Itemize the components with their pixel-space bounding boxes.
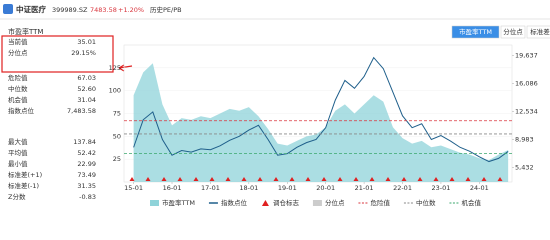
tab-label[interactable]: 分位点	[503, 27, 523, 36]
rebalance-marker	[417, 177, 423, 181]
rebalance-marker	[321, 177, 327, 181]
tab[interactable]	[526, 25, 550, 39]
stat-value: 31.04	[77, 96, 96, 104]
tab-label[interactable]: 标准差	[530, 27, 550, 36]
stat-value: 31.35	[77, 182, 96, 190]
rebalance-marker	[273, 177, 279, 181]
legend-label[interactable]: 指数点位	[221, 198, 248, 207]
rebalance-marker	[481, 177, 487, 181]
x-tick-label: 22-01	[393, 184, 412, 192]
stat-label: Z分数	[8, 192, 26, 201]
rebalance-marker	[161, 177, 167, 181]
legend-label[interactable]: 危险值	[370, 198, 390, 207]
stat-label: 平均值	[8, 148, 28, 157]
stat-label: 危险值	[8, 73, 28, 82]
x-tick-label: 23-01	[431, 184, 450, 192]
legend-label[interactable]: 机会值	[461, 198, 481, 207]
screen: 中证医疗 399989.SZ 7483.58 +1.20% 历史PE/PB 市盈…	[0, 4, 550, 207]
index-change: +1.20%	[118, 6, 144, 14]
stat-value: 52.42	[77, 149, 96, 157]
index-name: 中证医疗	[16, 4, 46, 14]
y-tick-label: 75	[113, 110, 121, 118]
stat-label: 最小值	[8, 159, 28, 168]
y-tick-label: 25	[113, 155, 121, 163]
y-tick-label: 100	[109, 87, 121, 95]
x-tick-label: 24-01	[470, 184, 489, 192]
y2-tick-label: 12,534	[515, 108, 538, 116]
y2-tick-label: 19,637	[515, 52, 538, 60]
stat-label: 机会值	[8, 95, 28, 104]
stat-value: 137.84	[73, 138, 96, 146]
history-tab[interactable]: 历史PE/PB	[150, 5, 182, 14]
legend-label[interactable]: 市盈率TTM	[162, 198, 195, 207]
x-tick-label: 18-01	[239, 184, 258, 192]
stat-value: 73.49	[77, 171, 96, 179]
page: 中证医疗 399989.SZ 7483.58 +1.20% 历史PE/PB 市盈…	[0, 4, 550, 207]
index-price: 7483.58	[90, 6, 117, 14]
legend-swatch[interactable]	[150, 200, 159, 206]
tab[interactable]	[451, 25, 500, 39]
stat-label: 当前值	[8, 37, 28, 46]
rebalance-marker	[497, 177, 503, 181]
x-tick-label: 17-01	[201, 184, 220, 192]
rebalance-marker	[257, 177, 263, 181]
legend-swatch[interactable]	[312, 200, 322, 206]
rebalance-marker	[145, 177, 151, 181]
rebalance-marker	[369, 177, 375, 181]
rebalance-marker	[465, 177, 471, 181]
index-icon	[3, 4, 13, 14]
rebalance-marker	[353, 177, 359, 181]
metric-label: 市盈率TTM	[8, 27, 43, 36]
stat-value: 52.60	[77, 85, 96, 93]
x-tick-label: 16-01	[163, 184, 182, 192]
pe-area	[133, 63, 509, 183]
rebalance-marker	[385, 177, 391, 181]
x-tick-label: 20-01	[316, 184, 335, 192]
stat-value: -0.83	[79, 193, 96, 201]
x-tick-label: 15-01	[124, 184, 143, 192]
rebalance-marker	[209, 177, 215, 181]
stat-label: 标准差(-1)	[8, 181, 39, 190]
rebalance-marker	[129, 177, 135, 181]
highlight-box	[1, 35, 114, 73]
index-code: 399989.SZ	[52, 6, 88, 14]
x-tick-label: 19-01	[278, 184, 297, 192]
highlight-arrow	[118, 64, 133, 72]
y2-tick-label: 16,086	[515, 80, 538, 88]
tab[interactable]	[500, 25, 526, 39]
stat-label: 中位数	[8, 84, 28, 93]
rebalance-marker	[289, 177, 295, 181]
rebalance-marker	[337, 177, 343, 181]
stat-label: 指数点位	[8, 106, 35, 115]
stat-label: 分位点	[8, 48, 28, 57]
rebalance-marker	[449, 177, 455, 181]
legend-label[interactable]: 中位数	[416, 198, 436, 207]
stat-value: 67.03	[77, 74, 96, 82]
y-tick-label: 50	[113, 132, 121, 140]
rebalance-marker	[177, 177, 183, 181]
stat-value: 7,483.58	[67, 107, 96, 115]
tab-label[interactable]: 市盈率TTM	[459, 27, 492, 36]
stat-value: 35.01	[77, 38, 96, 46]
y2-tick-label: 8,983	[515, 136, 534, 144]
rebalance-marker	[401, 177, 407, 181]
legend-label[interactable]: 调仓标志	[273, 198, 300, 207]
stat-label: 标准差(+1)	[8, 170, 42, 179]
rebalance-marker	[225, 177, 231, 181]
rebalance-marker	[433, 177, 439, 181]
y-tick-label: 125	[109, 64, 121, 72]
stat-label: 最大值	[8, 137, 28, 146]
x-tick-label: 21-01	[355, 184, 374, 192]
stat-value: 29.15%	[71, 49, 96, 57]
rebalance-marker	[193, 177, 199, 181]
legend-swatch[interactable]	[261, 200, 269, 206]
rebalance-marker	[305, 177, 311, 181]
legend-label[interactable]: 分位点	[325, 198, 345, 207]
stat-value: 22.99	[77, 160, 96, 168]
y2-tick-label: 5,432	[515, 164, 534, 172]
rebalance-marker	[241, 177, 247, 181]
